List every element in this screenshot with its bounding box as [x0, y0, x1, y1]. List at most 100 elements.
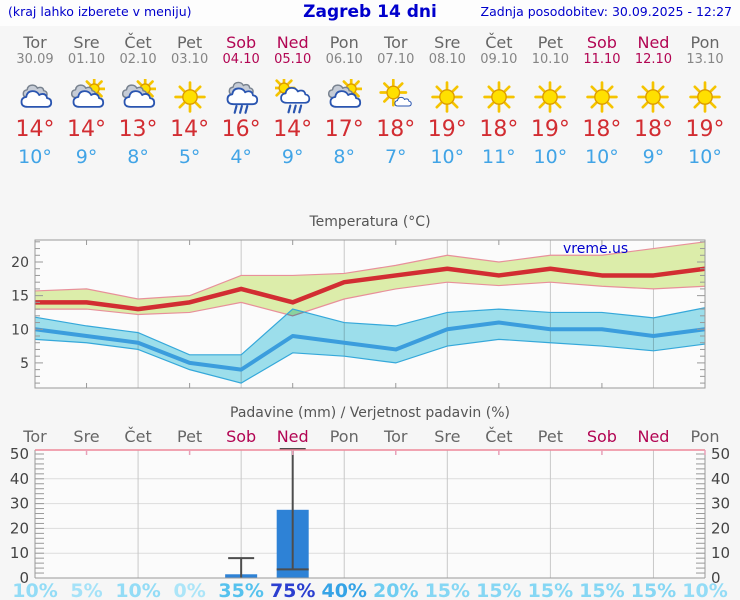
front-cloud [20, 90, 53, 108]
sun-ray [487, 101, 495, 109]
sun-disc [542, 89, 559, 105]
sun-ray [451, 85, 459, 93]
day-name: Pet [537, 33, 563, 52]
forecast-day-column: Ned 12.10 18° 9° [627, 26, 679, 169]
max-band-upper-edge [34, 241, 706, 300]
sun-ray [435, 101, 443, 109]
rain-drop [239, 104, 244, 114]
rain-drop [233, 104, 238, 114]
min-temp: 11° [482, 146, 516, 168]
precip-day-label: Tor [22, 427, 47, 446]
precip-probability-label: 15% [579, 580, 624, 600]
precip-y-label-right: 30 [711, 495, 730, 513]
sunny-icon [483, 81, 515, 113]
day-name: Tor [384, 33, 408, 52]
sun-ray [275, 91, 281, 97]
day-name: Pet [177, 33, 203, 52]
day-name: Čet [124, 33, 152, 52]
day-date: 05.10 [274, 52, 312, 67]
max-band-lower-edge [35, 281, 706, 317]
temp-y-axis-label: 20 [11, 255, 29, 271]
sun-ray [96, 92, 103, 98]
sun-ray [709, 85, 717, 93]
max-temp: 14° [170, 117, 210, 142]
sun-ray [590, 85, 598, 93]
precip-chart-title: Padavine (mm) / Verjetnost padavin (%) [230, 405, 510, 421]
rain-drop [287, 104, 292, 114]
day-date: 10.10 [531, 52, 569, 67]
sun-ray [178, 85, 185, 93]
max-temp: 19° [685, 117, 725, 142]
front-cloud [123, 90, 156, 108]
sun-ray [85, 80, 91, 86]
day-date: 06.10 [325, 52, 363, 67]
sun-disc [181, 89, 198, 105]
max-temp: 18° [376, 117, 416, 142]
day-date: 11.10 [583, 52, 621, 67]
forecast-day-column: Ned 05.10 14° 9° [267, 26, 319, 169]
sunny-icon [586, 81, 618, 113]
sun-disc [645, 89, 662, 105]
min-temp: 10° [585, 146, 619, 168]
sun-ray [354, 80, 361, 86]
temperature-chart: Temperatura (°C) 5 10 15 20 vreme.us [11, 214, 706, 389]
sun-ray [693, 101, 701, 109]
temp-y-axis-label: 10 [11, 322, 29, 338]
sun-ray [658, 85, 665, 93]
sun-ray [606, 85, 614, 93]
forecast-day-column: Sob 11.10 18° 10° [576, 26, 628, 169]
min-temp: 10° [533, 146, 568, 168]
sun-ray [503, 85, 511, 93]
partly-cloudy-icon [328, 79, 363, 108]
rain-drop [292, 104, 297, 114]
temp-y-axis-label: 15 [11, 289, 29, 305]
front-cloud [279, 86, 310, 104]
forecast-day-column: Tor 07.10 18° 7° [370, 26, 422, 169]
rain-icon [226, 81, 259, 114]
watermark-link[interactable]: vreme.us [563, 241, 628, 257]
precip-day-label: Čet [485, 427, 512, 446]
sun-ray [606, 101, 614, 109]
sun-ray [641, 101, 649, 109]
sun-ray [148, 92, 154, 98]
day-date: 30.09 [16, 52, 54, 67]
sunny-icon [173, 81, 206, 113]
precip-y-label-left: 30 [10, 495, 29, 513]
precip-probability-label: 15% [476, 580, 521, 600]
precip-probability-label: 10% [115, 580, 160, 600]
sun-ray [658, 101, 665, 109]
max-temp: 14° [15, 117, 55, 142]
sun-ray [286, 79, 293, 85]
min-temp: 10° [18, 146, 52, 168]
min-temp-line [34, 320, 706, 372]
max-temp: 17° [324, 117, 364, 142]
sun-ray [538, 101, 546, 109]
precip-y-label-left: 10 [10, 544, 29, 562]
day-date: 07.10 [377, 52, 415, 67]
precip-y-label-right: 40 [711, 470, 730, 488]
cloudy-icon [20, 84, 53, 108]
precip-day-label: Pet [177, 427, 202, 446]
sun-disc [697, 89, 713, 105]
sun-ray [487, 85, 495, 93]
precip-day-label: Tor [383, 427, 408, 446]
sunny-icon [689, 81, 721, 113]
precip-day-label: Ned [637, 427, 669, 446]
precip-probability-label: 5% [70, 580, 102, 600]
precip-y-label-right: 10 [711, 544, 730, 562]
rain-drop [297, 104, 302, 114]
day-name: Sre [73, 33, 100, 52]
precipitation-chart: Padavine (mm) / Verjetnost padavin (%) To… [10, 405, 730, 600]
sun-ray [503, 101, 511, 109]
min-temp: 4° [230, 146, 252, 168]
precip-plot-area [35, 450, 705, 578]
precip-probability-label: 35% [218, 580, 263, 600]
sun-disc [439, 89, 456, 105]
precip-day-label: Pet [538, 427, 563, 446]
sun-ray [194, 101, 202, 109]
day-date: 04.10 [222, 52, 260, 67]
precip-probability-label: 15% [631, 580, 676, 600]
sun-ray [555, 85, 562, 93]
forecast-day-column: Sob 04.10 16° 4° [215, 26, 267, 169]
